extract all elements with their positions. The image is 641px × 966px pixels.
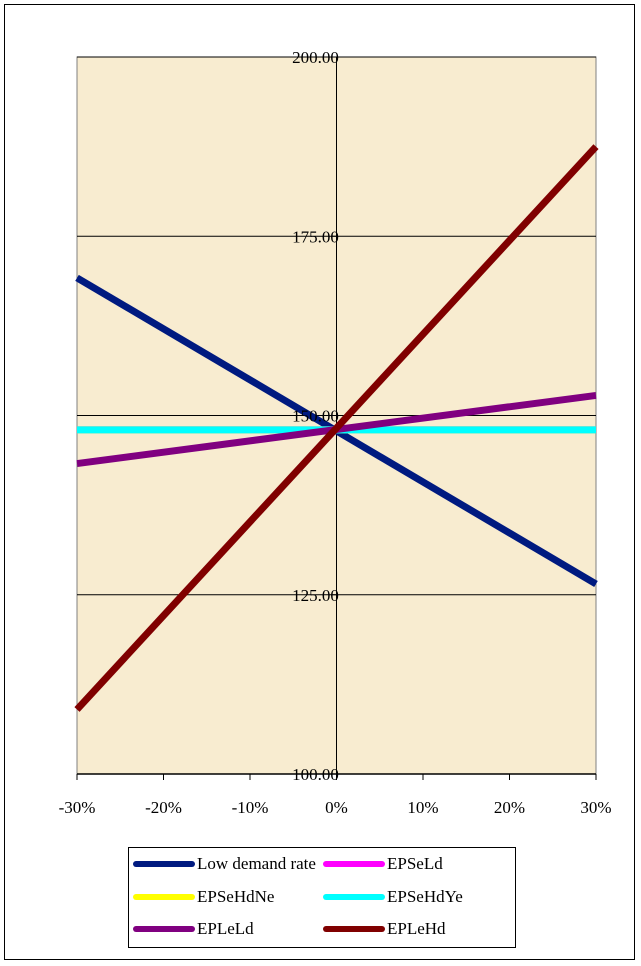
x-tick-label-2: -10% <box>232 798 269 817</box>
y-tick-label-4: 200.00 <box>292 48 339 67</box>
legend-item-epseld: EPSeLd <box>323 852 443 876</box>
chart-frame <box>4 4 635 960</box>
legend-swatch <box>323 861 385 867</box>
legend-swatch <box>323 926 385 932</box>
legend-swatch <box>133 926 195 932</box>
legend-label: EPSeHdYe <box>387 887 463 906</box>
y-tick-label-2: 150.00 <box>292 407 339 426</box>
y-tick-label-0: 100.00 <box>292 765 339 784</box>
x-tick-label-4: 10% <box>407 798 438 817</box>
legend-swatch <box>323 894 385 900</box>
series-lines <box>74 144 599 712</box>
y-tick-label-1: 125.00 <box>292 586 339 605</box>
legend-swatch <box>133 861 195 867</box>
legend-item-epsehdne: EPSeHdNe <box>133 885 274 909</box>
y-tick-label-3: 175.00 <box>292 227 339 246</box>
legend-item-epleld: EPLeLd <box>133 917 254 941</box>
legend: Low demand rate EPSeLd EPSeHdNe EPSeHdYe EPL… <box>128 847 516 948</box>
legend-label: EPLeLd <box>197 919 254 938</box>
legend-label: Low demand rate <box>197 854 316 873</box>
x-tick-label-1: -20% <box>145 798 182 817</box>
legend-label: EPSeLd <box>387 854 443 873</box>
x-tick-labels: -30% -20% -10% 0% 10% 20% 30% <box>59 798 612 817</box>
legend-label: EPSeHdNe <box>197 887 275 906</box>
x-tick-label-6: 30% <box>580 798 611 817</box>
legend-item-epsehdye: EPSeHdYe <box>323 885 463 909</box>
axes <box>76 56 597 780</box>
legend-item-eplehd: EPLeHd <box>323 917 446 941</box>
legend-label: EPLeHd <box>387 919 446 938</box>
x-tick-label-3: 0% <box>325 798 348 817</box>
legend-swatch <box>133 894 195 900</box>
legend-item-low-demand-rate: Low demand rate <box>133 852 316 876</box>
y-tick-labels: 100.00 125.00 150.00 175.00 200.00 <box>292 48 339 784</box>
x-tick-label-5: 20% <box>494 798 525 817</box>
series-line-eplehd <box>74 144 599 712</box>
x-tick-label-0: -30% <box>59 798 96 817</box>
